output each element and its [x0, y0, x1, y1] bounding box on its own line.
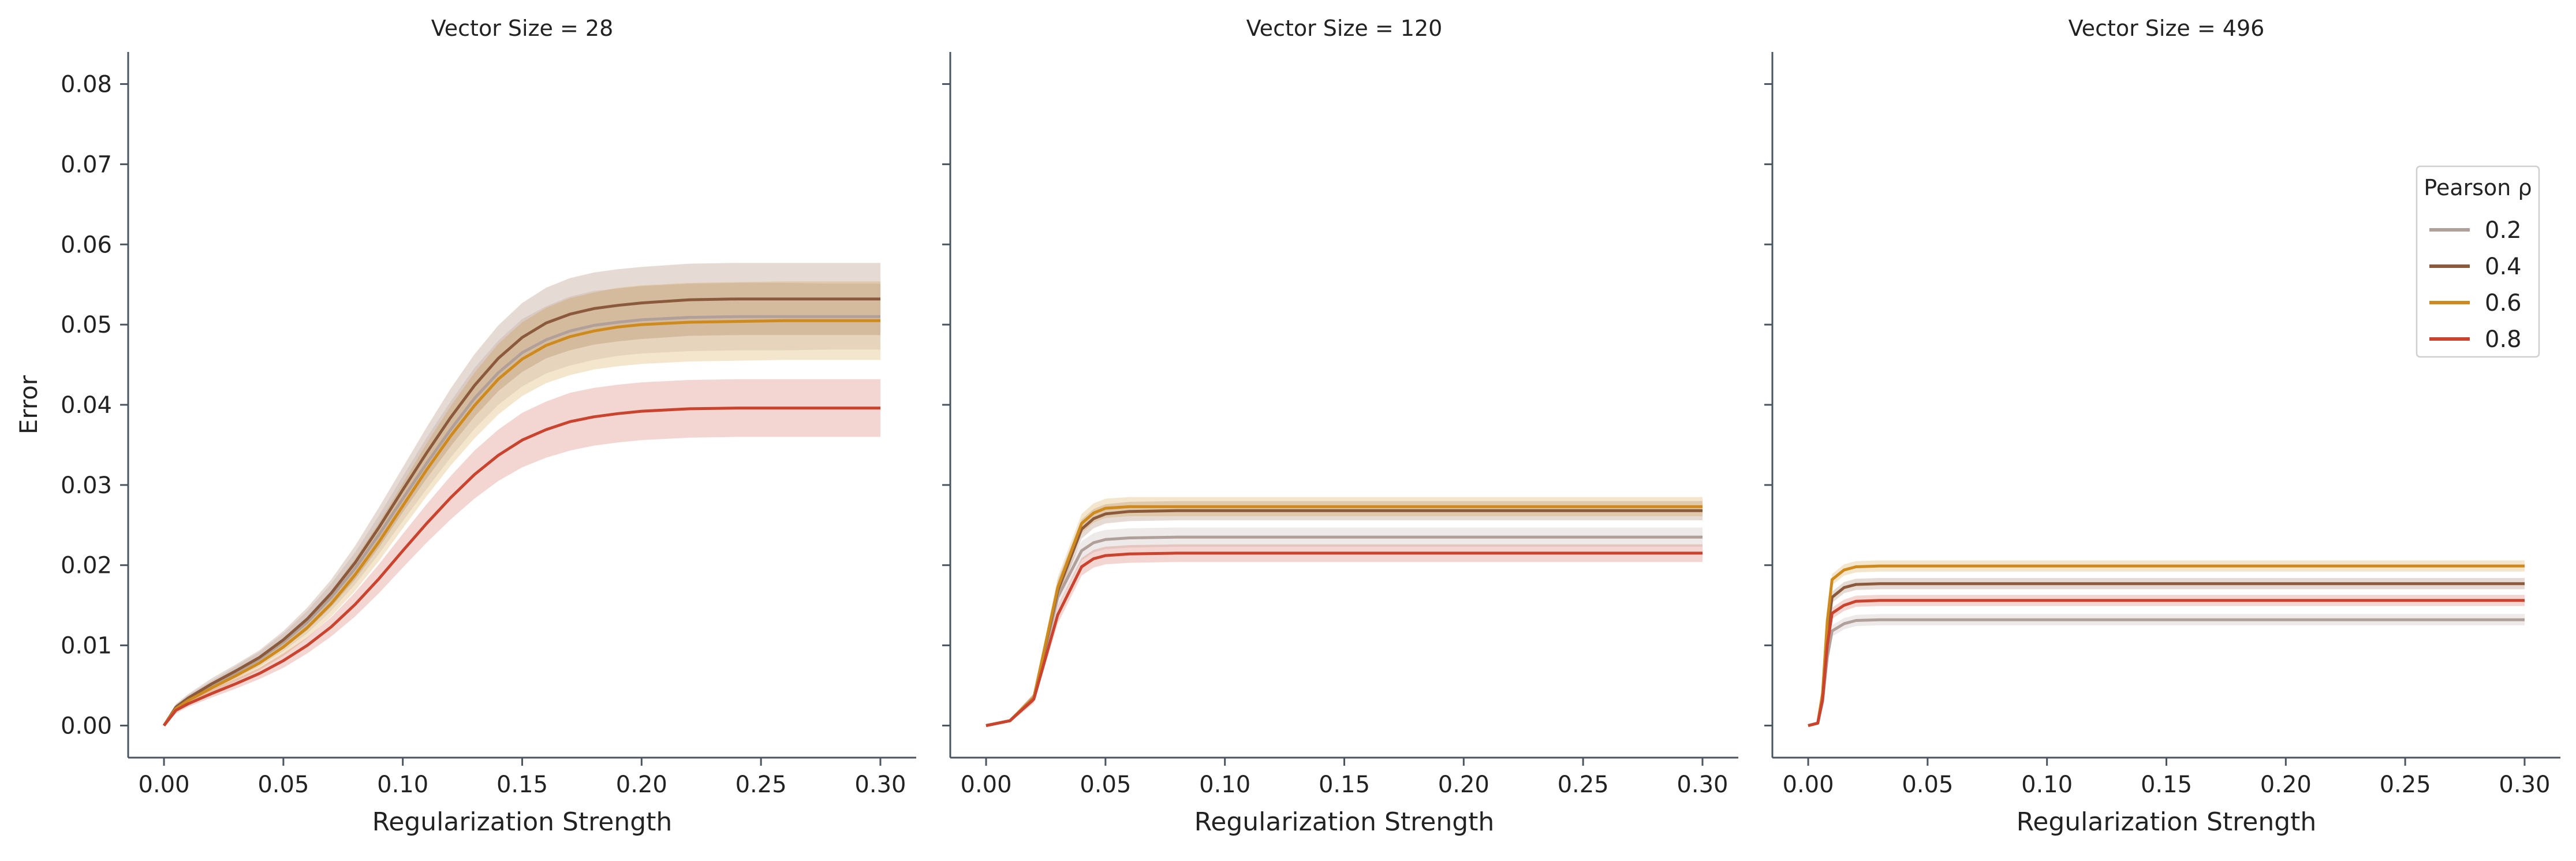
y-tick-label: 0.00: [61, 713, 112, 739]
legend-entry-label: 0.2: [2485, 217, 2522, 244]
x-tick-label: 0.10: [377, 771, 428, 798]
panel-title: Vector Size = 28: [431, 16, 614, 41]
x-tick-label: 0.15: [2141, 771, 2192, 798]
panel-title: Vector Size = 496: [2069, 16, 2265, 41]
series-band-0.2: [164, 282, 880, 726]
legend-frame: [2416, 165, 2540, 358]
series-band-0.4: [164, 263, 880, 726]
y-tick-label: 0.02: [61, 553, 112, 579]
x-tick-label: 0.30: [2499, 771, 2550, 798]
x-tick-label: 0.15: [496, 771, 548, 798]
confidence-bands: [164, 263, 880, 726]
series-lines: [162, 297, 880, 727]
x-tick-label: 0.30: [1677, 771, 1728, 798]
legend-entry-label: 0.4: [2485, 254, 2522, 280]
y-tick-label: 0.06: [61, 232, 112, 258]
series-lines: [1808, 564, 2525, 727]
x-tick-label: 0.25: [1558, 771, 1609, 798]
series-line-0.2: [1808, 618, 2525, 727]
x-tick-label: 0.00: [961, 771, 1012, 798]
x-tick-label: 0.05: [1080, 771, 1131, 798]
panel-3: Vector Size = 496 0.00 0.05 0.10 0.15 0.20 0.2…: [1764, 16, 2560, 837]
series-line-0.6: [985, 505, 1703, 727]
x-tick-label: 0.30: [854, 771, 906, 798]
x-tick-label: 0.20: [2260, 771, 2312, 798]
y-tick-label: 0.03: [61, 472, 112, 499]
y-tick-label: 0.08: [61, 72, 112, 98]
series-band-0.8: [164, 379, 880, 726]
series-line-0.8: [1808, 599, 2525, 727]
series-band-0.6: [164, 281, 880, 726]
panel-2: Vector Size = 120 0.00 0.05 0.10 0.15 0.20 0.2…: [942, 16, 1738, 837]
y-axis-label: Error: [14, 375, 43, 434]
x-tick-label: 0.25: [2380, 771, 2431, 798]
y-tick-label: 0.04: [61, 392, 112, 419]
series-lines: [985, 505, 1703, 727]
series-line-0.6: [162, 319, 880, 726]
x-tick-label: 0.05: [1902, 771, 1953, 798]
series-line-0.8: [163, 407, 880, 727]
x-axis-label: Regularization Strength: [2017, 807, 2317, 837]
legend-entry-label: 0.8: [2485, 326, 2522, 353]
series-line-0.6: [1808, 564, 2525, 727]
legend-entry-label: 0.6: [2485, 290, 2522, 316]
panel-1: Vector Size = 28 0.00 0.01 0.02 0.03 0.04 0.05…: [14, 16, 916, 837]
panel-title: Vector Size = 120: [1246, 16, 1443, 41]
series-line-0.8: [985, 551, 1703, 727]
confidence-bands: [986, 497, 1703, 726]
x-tick-label: 0.00: [1783, 771, 1834, 798]
x-tick-label: 0.20: [616, 771, 667, 798]
y-tick-label: 0.01: [61, 633, 112, 659]
series-band-0.2: [1808, 614, 2525, 726]
x-axis-label: Regularization Strength: [372, 807, 673, 837]
x-tick-label: 0.05: [257, 771, 309, 798]
x-tick-label: 0.10: [1199, 771, 1250, 798]
x-tick-label: 0.10: [2021, 771, 2073, 798]
x-axis-label: Regularization Strength: [1194, 807, 1495, 837]
legend-title: Pearson ρ: [2424, 175, 2532, 200]
x-tick-label: 0.25: [736, 771, 787, 798]
y-tick-label: 0.07: [61, 151, 112, 178]
series-band-0.8: [986, 544, 1703, 726]
x-tick-label: 0.00: [139, 771, 190, 798]
series-line-0.4: [162, 297, 880, 726]
legend: Pearson ρ 0.2 0.4 0.6 0.8: [2416, 165, 2540, 358]
y-tick-label: 0.05: [61, 312, 112, 338]
confidence-bands: [1808, 560, 2525, 726]
x-tick-label: 0.15: [1319, 771, 1370, 798]
x-tick-label: 0.20: [1438, 771, 1489, 798]
